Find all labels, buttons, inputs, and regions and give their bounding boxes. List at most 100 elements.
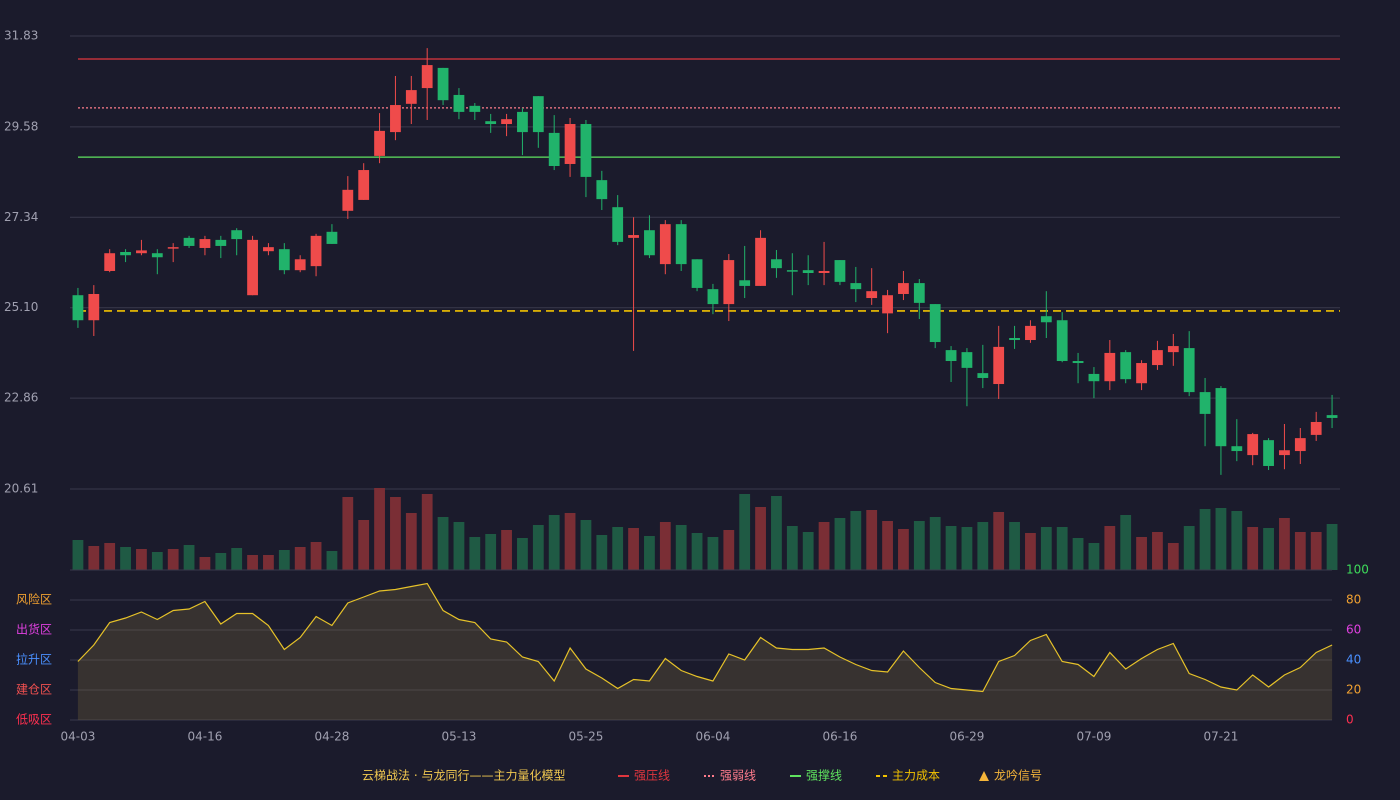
volume-bar [1056, 527, 1068, 570]
volume-bar [913, 521, 925, 570]
candle-body [104, 253, 116, 271]
volume-bar [517, 538, 528, 570]
volume-bar [866, 510, 878, 570]
volume-bar [247, 555, 258, 570]
x-tick-label: 04-16 [188, 730, 223, 744]
candle-body [1183, 348, 1195, 393]
candle-body [1040, 316, 1052, 323]
candle-body [961, 352, 973, 368]
zone-label: 拉升区 [16, 652, 52, 667]
volume-bar [405, 513, 417, 570]
candle-body [485, 121, 497, 125]
volume-bar [88, 546, 100, 570]
volume-bar [596, 535, 608, 570]
volume-bar [199, 557, 211, 570]
candle-body [866, 291, 878, 299]
legend-label: 强压线 [634, 769, 670, 783]
candle-body [247, 239, 258, 296]
candle-body [612, 207, 624, 242]
y-tick-label: 100 [1346, 563, 1369, 577]
volume-bar [1247, 527, 1259, 570]
volume-bar [358, 520, 370, 570]
y-tick-label: 40 [1346, 653, 1361, 667]
zone-label: 风险区 [16, 592, 52, 607]
candle-body [691, 259, 703, 288]
y-tick-label: 60 [1346, 623, 1361, 637]
candle-body [548, 132, 560, 167]
candle-body [1167, 346, 1179, 353]
candle-body [167, 247, 179, 249]
volume-bar [1040, 527, 1052, 570]
candle-body [263, 247, 274, 252]
volume-bar [771, 496, 782, 570]
candle-body [1263, 440, 1274, 466]
volume-bar [644, 536, 655, 570]
volume-bar [501, 530, 512, 570]
candle-body [326, 231, 338, 244]
volume-bar [278, 550, 290, 570]
volume-bar [1136, 537, 1147, 570]
volume-bar [1120, 515, 1132, 570]
candle-body [1199, 392, 1211, 414]
volume-bar [1310, 532, 1322, 570]
candle-body [850, 283, 862, 290]
candle-body [1294, 438, 1306, 452]
volume-bar [691, 533, 703, 570]
candle-body [818, 270, 830, 273]
candle-body [1310, 421, 1322, 435]
candle-body [501, 119, 512, 125]
volume-bar [72, 540, 84, 570]
volume-bar [1199, 509, 1211, 570]
volume-bar [945, 526, 957, 570]
legend-label: 强撑线 [806, 768, 842, 783]
y-tick-label: 20.61 [4, 482, 38, 496]
candle-body [1326, 415, 1338, 418]
volume-bar [1167, 543, 1179, 570]
zone-label: 低吸区 [16, 713, 52, 727]
volume-bar [1231, 511, 1243, 570]
candle-body [977, 373, 989, 378]
y-tick-label: 31.83 [4, 29, 38, 43]
candle-body [1025, 325, 1036, 341]
candle-body [151, 253, 163, 258]
volume-bar [898, 529, 909, 570]
candle-body [675, 224, 687, 265]
candle-body [1009, 338, 1020, 341]
candle-body [517, 111, 528, 133]
volume-bar [675, 525, 687, 570]
candle-body [532, 96, 544, 133]
candle-body [310, 235, 322, 267]
zone-label: 建仓区 [16, 683, 52, 697]
volume-bar [723, 530, 735, 570]
candle-body [882, 295, 893, 314]
candle-body [786, 270, 798, 272]
oscillator-area [77, 583, 1333, 720]
volume-bar [469, 537, 481, 570]
candle-body [231, 230, 243, 240]
legend-label: 主力成本 [892, 769, 940, 783]
candle-body [644, 230, 655, 256]
candle-body [437, 67, 449, 101]
legend-label: 龙吟信号 [994, 768, 1042, 783]
volume-bar [929, 517, 941, 570]
legend-label: 强弱线 [720, 769, 756, 783]
volume-bar [183, 545, 195, 570]
volume-bar [882, 521, 893, 570]
volume-bar [755, 507, 766, 570]
candle-body [898, 283, 909, 294]
candle-body [199, 239, 211, 248]
volume-bar [1215, 508, 1227, 570]
candle-body [1088, 373, 1100, 382]
legend-swatch [979, 771, 989, 781]
volume-bar [104, 543, 116, 570]
volume-bar [294, 547, 306, 570]
volume-bar [850, 511, 862, 570]
volume-bar [659, 522, 671, 570]
candle-body [358, 170, 370, 200]
candle-body [580, 124, 592, 177]
x-tick-label: 05-25 [569, 730, 604, 744]
x-tick-label: 06-16 [823, 730, 858, 744]
candle-body [929, 304, 941, 343]
candle-body [1215, 388, 1227, 447]
